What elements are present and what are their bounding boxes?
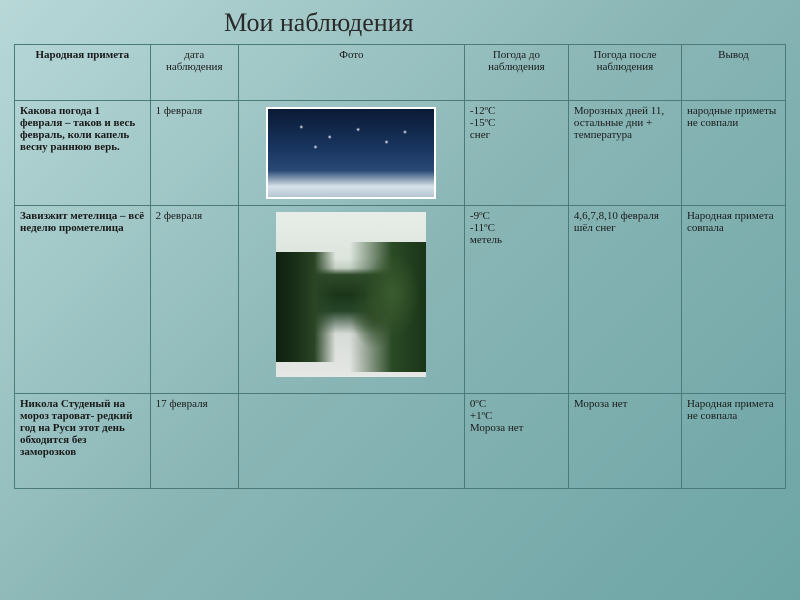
cell-after: 4,6,7,8,10 февраля шёл снег	[568, 206, 681, 394]
cell-after: Мороза нет	[568, 394, 681, 489]
winter-forest-photo	[276, 212, 426, 377]
cell-vivod: Народная примета совпала	[681, 206, 785, 394]
cell-photo	[238, 101, 464, 206]
observations-table: Народная примета дата наблюдения Фото По…	[14, 44, 786, 489]
header-primeta: Народная примета	[15, 45, 151, 101]
table-row: Какова погода 1 февраля – таков и весь ф…	[15, 101, 786, 206]
header-date: дата наблюдения	[150, 45, 238, 101]
cell-before: 0ºС+1ºСМороза нет	[464, 394, 568, 489]
cell-photo	[238, 206, 464, 394]
cell-date: 2 февраля	[150, 206, 238, 394]
cell-primeta: Какова погода 1 февраля – таков и весь ф…	[15, 101, 151, 206]
cell-date: 1 февраля	[150, 101, 238, 206]
cell-primeta: Завизжит метелица – всё неделю прометели…	[15, 206, 151, 394]
cell-vivod: народные приметы не совпали	[681, 101, 785, 206]
cell-before: -12ºС-15ºСснег	[464, 101, 568, 206]
cell-primeta: Никола Студеный на мороз тароват- редкий…	[15, 394, 151, 489]
cell-date: 17 февраля	[150, 394, 238, 489]
cell-vivod: Народная примета не совпала	[681, 394, 785, 489]
cell-before: -9ºС-11ºСметель	[464, 206, 568, 394]
header-before: Погода до наблюдения	[464, 45, 568, 101]
table-row: Никола Студеный на мороз тароват- редкий…	[15, 394, 786, 489]
cell-photo	[238, 394, 464, 489]
header-after: Погода после наблюдения	[568, 45, 681, 101]
table-row: Завизжит метелица – всё неделю прометели…	[15, 206, 786, 394]
cell-after: Морозных дней 11, остальные дни + темпер…	[568, 101, 681, 206]
night-snow-photo	[266, 107, 436, 199]
table-header-row: Народная примета дата наблюдения Фото По…	[15, 45, 786, 101]
header-vivod: Вывод	[681, 45, 785, 101]
header-photo: Фото	[238, 45, 464, 101]
page-title: Мои наблюдения	[14, 8, 786, 38]
